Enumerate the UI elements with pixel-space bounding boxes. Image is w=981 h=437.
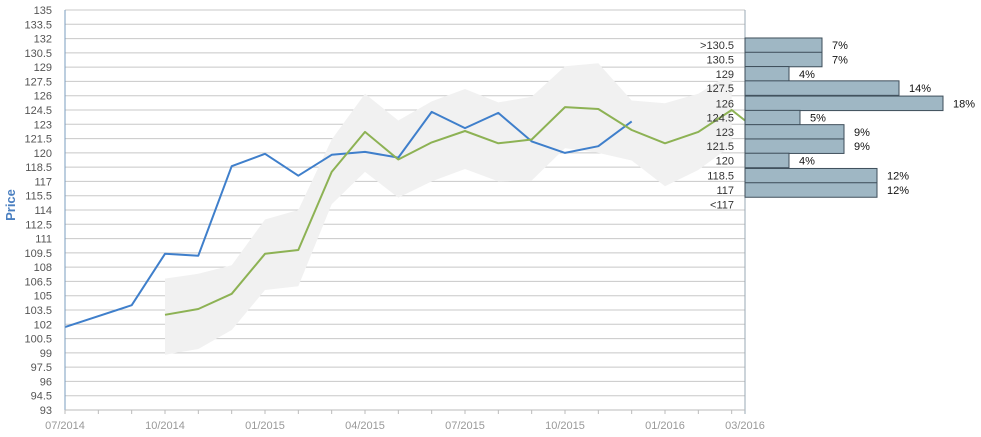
series-line-1 bbox=[64, 110, 633, 329]
y-tick-label: 112.5 bbox=[25, 219, 52, 231]
y-tick-label: 106.5 bbox=[24, 276, 52, 288]
distribution-percent-label: 7% bbox=[832, 40, 848, 52]
y-tick-label: 117 bbox=[34, 176, 52, 188]
y-tick-label: 118.5 bbox=[25, 162, 52, 174]
y-tick-label: 111 bbox=[35, 234, 52, 246]
x-tick-label: 07/2015 bbox=[445, 420, 485, 432]
y-tick-label: 114 bbox=[34, 205, 52, 217]
distribution-bin-label: 129 bbox=[716, 69, 734, 81]
distribution-bar bbox=[744, 66, 790, 82]
y-tick-label: 132 bbox=[34, 34, 52, 46]
y-tick-label: 100.5 bbox=[24, 334, 52, 346]
distribution-bar bbox=[744, 124, 845, 140]
distribution-percent-label: 12% bbox=[887, 185, 909, 197]
series-line-2 bbox=[164, 106, 746, 316]
distribution-bar bbox=[744, 51, 823, 68]
y-axis-label: Price bbox=[3, 189, 18, 221]
y-tick-label: 126 bbox=[34, 91, 52, 103]
distribution-percent-label: 5% bbox=[810, 113, 826, 125]
distribution-bin-label: 117 bbox=[716, 185, 734, 197]
distribution-bar bbox=[744, 109, 801, 126]
distribution-percent-label: 4% bbox=[799, 155, 815, 167]
series-lines bbox=[64, 106, 746, 329]
forecast-band-area bbox=[165, 63, 732, 355]
distribution-percent-label: 12% bbox=[887, 171, 909, 183]
distribution-bin-label: 121.5 bbox=[706, 141, 734, 153]
distribution-bar bbox=[744, 182, 878, 198]
distribution-bar bbox=[744, 80, 900, 96]
y-tick-label: 102 bbox=[34, 319, 52, 331]
y-tick-label: 105 bbox=[34, 291, 52, 303]
forecast-range-band bbox=[165, 63, 732, 355]
distribution-bin-label: 120 bbox=[716, 155, 734, 167]
y-tick-label: 93 bbox=[40, 405, 52, 417]
distribution-bin-label: 130.5 bbox=[706, 55, 734, 67]
distribution-percent-label: 9% bbox=[854, 127, 870, 139]
distribution-bin-label: 118.5 bbox=[707, 171, 734, 183]
y-tick-label: 121.5 bbox=[24, 134, 52, 146]
distribution-bin-label: 124.5 bbox=[706, 113, 734, 125]
y-tick-label: 123 bbox=[34, 119, 52, 131]
x-tick-label: 04/2015 bbox=[345, 420, 385, 432]
y-tick-label: 135 bbox=[34, 5, 52, 17]
x-tick-label: 01/2015 bbox=[245, 420, 285, 432]
distribution-bin-label: >130.5 bbox=[700, 40, 734, 52]
y-tick-label: 96 bbox=[40, 376, 52, 388]
y-tick-label: 99 bbox=[40, 348, 52, 360]
y-tick-label: 103.5 bbox=[24, 305, 52, 317]
distribution-bin-label: <117 bbox=[710, 199, 734, 211]
y-tick-label: 130.5 bbox=[24, 48, 52, 60]
y-tick-label: 133.5 bbox=[24, 19, 52, 31]
distribution-percent-label: 9% bbox=[854, 141, 870, 153]
distribution-percent-label: 18% bbox=[953, 98, 975, 110]
x-tick-label: 01/2016 bbox=[645, 420, 685, 432]
distribution-bin-label: 126 bbox=[716, 98, 734, 110]
distribution-bin-label: 127.5 bbox=[706, 83, 734, 95]
x-tick-label: 07/2014 bbox=[45, 420, 85, 432]
distribution-bin-label: 123 bbox=[716, 127, 734, 139]
distribution-bar bbox=[744, 167, 878, 184]
distribution-bar bbox=[744, 37, 823, 53]
y-tick-label: 127.5 bbox=[24, 76, 52, 88]
y-tick-label: 120 bbox=[34, 148, 52, 160]
y-tick-label: 97.5 bbox=[31, 362, 52, 374]
x-tick-label: 03/2016 bbox=[725, 420, 765, 432]
x-tick-label: 10/2015 bbox=[545, 420, 585, 432]
distribution-percent-label: 14% bbox=[909, 83, 931, 95]
y-tick-label: 129 bbox=[34, 62, 52, 74]
distribution-bar bbox=[744, 138, 845, 154]
y-tick-label: 108 bbox=[34, 262, 52, 274]
distribution-bar bbox=[744, 152, 790, 169]
y-tick-label: 115.5 bbox=[25, 191, 52, 203]
distribution-bar bbox=[744, 95, 944, 112]
x-tick-label: 10/2014 bbox=[145, 420, 185, 432]
price-distribution: >130.5 7% 130.5 7% 129 4% 127.5 14% 126 18% 124.5 5… bbox=[700, 37, 975, 211]
tick-labels: 93 94.5 96 97.5 99 100.5 102 103.5 105 106.5 108 10… bbox=[24, 5, 764, 432]
distribution-percent-label: 4% bbox=[799, 69, 815, 81]
y-tick-label: 124.5 bbox=[24, 105, 52, 117]
y-tick-label: 94.5 bbox=[31, 391, 52, 403]
distribution-percent-label: 7% bbox=[832, 55, 848, 67]
y-tick-label: 109.5 bbox=[24, 248, 52, 260]
